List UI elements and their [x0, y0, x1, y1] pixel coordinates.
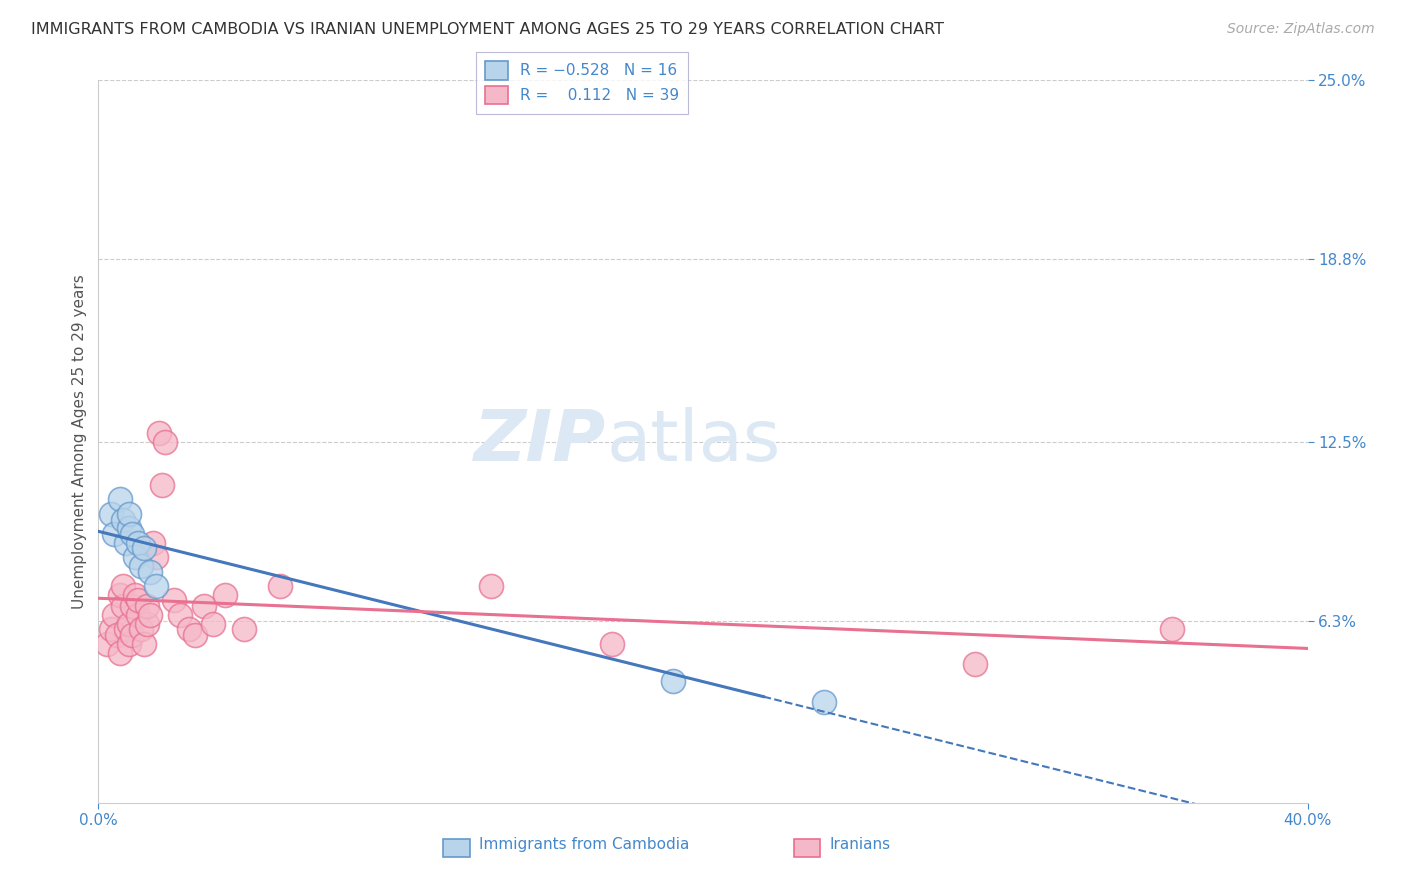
- Point: [114, 535, 136, 549]
- Point: [135, 599, 157, 614]
- Point: [132, 541, 155, 556]
- Point: [153, 434, 176, 449]
- Point: [150, 478, 173, 492]
- Point: [145, 550, 167, 565]
- Point: [148, 425, 170, 440]
- Point: [124, 550, 146, 565]
- Y-axis label: Unemployment Among Ages 25 to 29 years: Unemployment Among Ages 25 to 29 years: [72, 274, 87, 609]
- Point: [103, 527, 125, 541]
- Point: [114, 623, 136, 637]
- Point: [193, 599, 215, 614]
- Point: [121, 599, 143, 614]
- Legend: R = −0.528   N = 16, R =    0.112   N = 39: R = −0.528 N = 16, R = 0.112 N = 39: [475, 52, 689, 113]
- Point: [169, 607, 191, 622]
- Point: [269, 579, 291, 593]
- Point: [232, 623, 254, 637]
- Point: [118, 637, 141, 651]
- Point: [145, 579, 167, 593]
- Point: [127, 535, 149, 549]
- Point: [100, 623, 122, 637]
- Point: [127, 593, 149, 607]
- Point: [118, 616, 141, 631]
- Point: [108, 588, 131, 602]
- Text: Source: ZipAtlas.com: Source: ZipAtlas.com: [1227, 22, 1375, 37]
- Bar: [443, 838, 470, 857]
- Point: [135, 616, 157, 631]
- Point: [132, 637, 155, 651]
- Point: [214, 588, 236, 602]
- Point: [661, 674, 683, 689]
- Point: [127, 607, 149, 622]
- Text: IMMIGRANTS FROM CAMBODIA VS IRANIAN UNEMPLOYMENT AMONG AGES 25 TO 29 YEARS CORRE: IMMIGRANTS FROM CAMBODIA VS IRANIAN UNEM…: [31, 22, 943, 37]
- Point: [1160, 623, 1182, 637]
- Point: [139, 607, 162, 622]
- Point: [121, 527, 143, 541]
- Point: [121, 628, 143, 642]
- Point: [108, 646, 131, 660]
- Text: ZIP: ZIP: [474, 407, 606, 476]
- Point: [602, 637, 624, 651]
- Point: [129, 558, 152, 573]
- Point: [118, 507, 141, 521]
- Text: Immigrants from Cambodia: Immigrants from Cambodia: [479, 838, 690, 852]
- Point: [179, 623, 201, 637]
- Point: [142, 535, 165, 549]
- Point: [111, 579, 134, 593]
- Point: [481, 579, 503, 593]
- Point: [129, 623, 152, 637]
- Point: [202, 616, 225, 631]
- Point: [139, 565, 162, 579]
- Point: [100, 507, 122, 521]
- Point: [118, 521, 141, 535]
- Text: Iranians: Iranians: [830, 838, 891, 852]
- Point: [965, 657, 987, 671]
- Point: [124, 588, 146, 602]
- Point: [163, 593, 186, 607]
- Text: atlas: atlas: [606, 407, 780, 476]
- Point: [103, 607, 125, 622]
- Point: [96, 637, 118, 651]
- Point: [111, 512, 134, 526]
- Bar: [793, 838, 820, 857]
- Point: [108, 492, 131, 507]
- Point: [105, 628, 128, 642]
- Point: [813, 695, 835, 709]
- Point: [111, 599, 134, 614]
- Point: [184, 628, 207, 642]
